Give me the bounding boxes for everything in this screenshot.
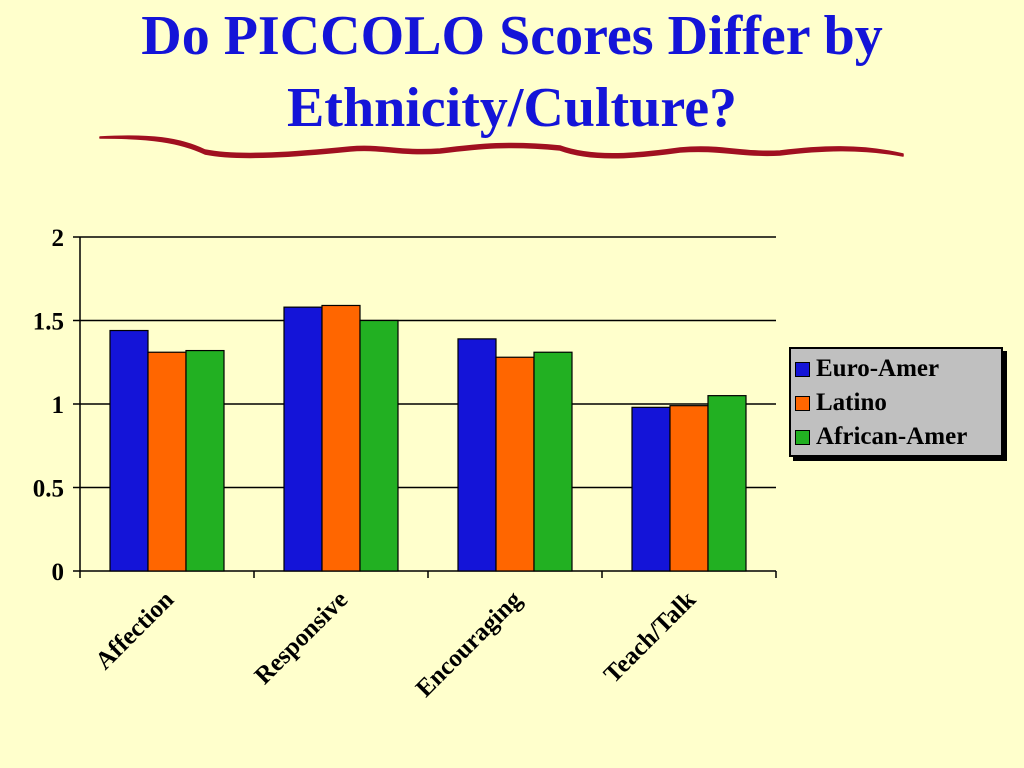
chart-legend: Euro-Amer Latino African-Amer [789,347,1003,457]
legend-item: Euro-Amer [795,352,1001,386]
bar-latino-affection [147,351,187,572]
y-tick-label: 1.5 [33,309,64,336]
slide-title: Do PICCOLO Scores Differ by Ethnicity/Cu… [0,0,1024,144]
title-line-2: Ethnicity/Culture? [286,77,738,139]
bar-euro-amer-affection [109,329,149,572]
title-underline-decoration [99,135,904,159]
bar-african-amer-encouraging [533,351,573,572]
bar-euro-amer-teach-talk [631,406,671,572]
bar-african-amer-teach-talk [707,395,747,572]
legend-item: Latino [795,386,1001,420]
bar-latino-encouraging [495,356,535,572]
legend-label: Latino [816,389,887,416]
legend-label: Euro-Amer [816,355,940,382]
legend-swatch [795,395,810,411]
y-tick-label: 0.5 [33,476,64,503]
x-category-label: Encouraging [411,586,528,703]
x-category-label: Affection [90,586,179,675]
legend-swatch [795,361,810,377]
bar-euro-amer-responsive [283,306,323,572]
bar-latino-responsive [321,304,361,572]
y-tick-label: 2 [52,225,65,252]
x-category-label: Teach/Talk [599,586,701,688]
bar-african-amer-responsive [359,319,399,572]
legend-swatch [795,429,810,445]
y-tick-label: 0 [52,559,65,586]
bar-euro-amer-encouraging [457,338,497,572]
x-category-label: Responsive [250,586,354,690]
legend-label: African-Amer [816,423,968,450]
title-line-1: Do PICCOLO Scores Differ by [141,5,883,67]
bar-african-amer-affection [185,349,225,572]
legend-item: African-Amer [795,420,1001,454]
bar-latino-teach-talk [669,405,709,572]
y-tick-label: 1 [52,392,65,419]
